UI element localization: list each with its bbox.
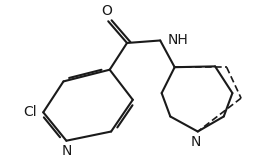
Text: N: N	[61, 144, 72, 158]
Text: NH: NH	[167, 33, 188, 47]
Text: N: N	[191, 135, 202, 149]
Text: Cl: Cl	[23, 105, 37, 119]
Text: O: O	[101, 4, 112, 18]
